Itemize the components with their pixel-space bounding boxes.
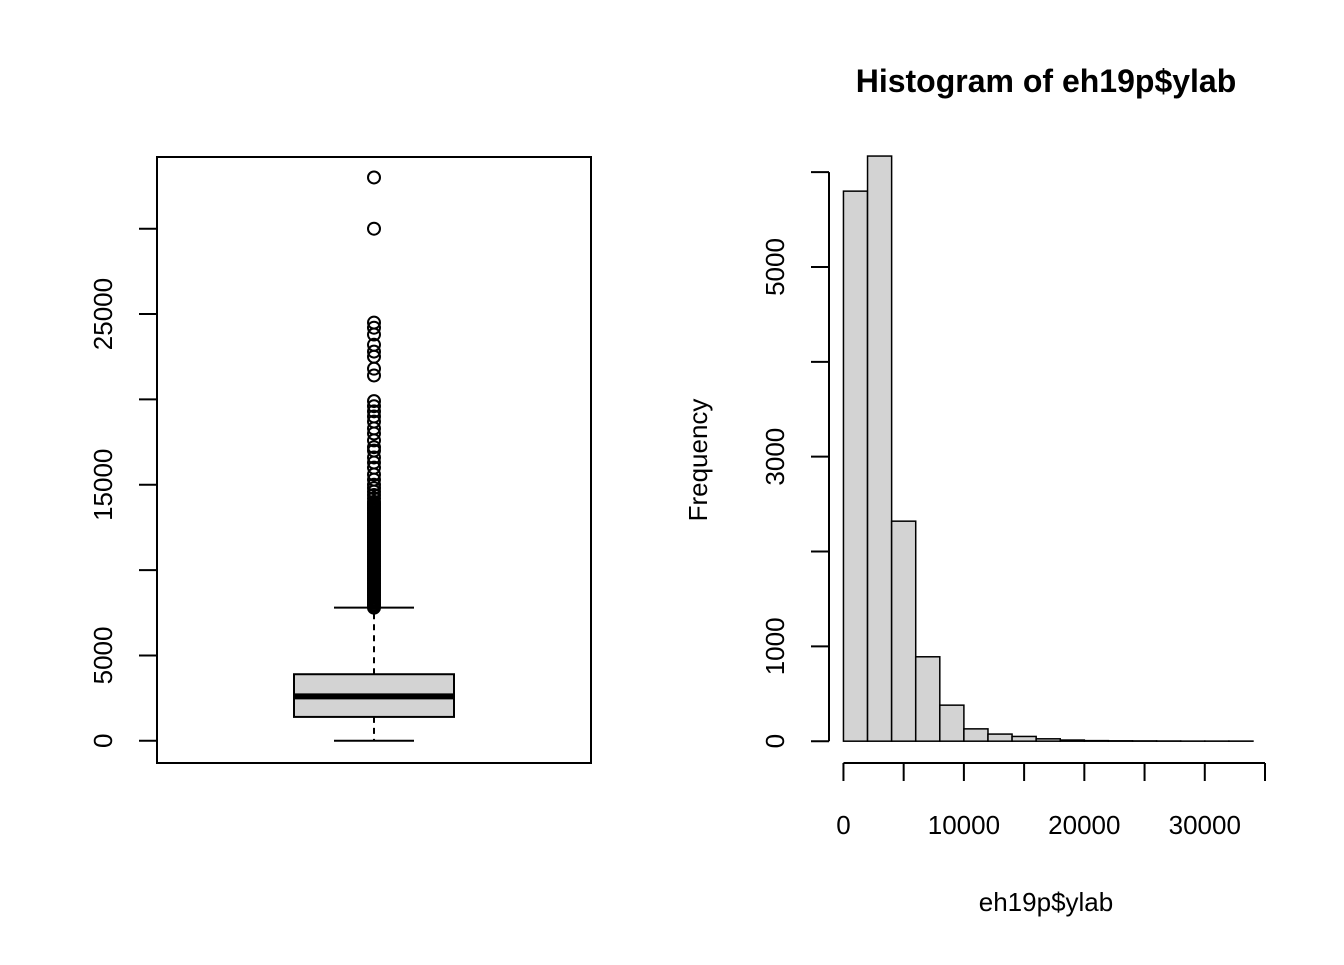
- boxplot-y-tick-label: 25000: [88, 278, 118, 350]
- boxplot-panel: 0 5000 15000 25000: [88, 157, 591, 763]
- histogram-bar: [1036, 739, 1060, 741]
- histogram-x-tick-label: 20000: [1048, 810, 1120, 840]
- histogram-y-tick-label: 3000: [760, 428, 790, 486]
- histogram-bar: [988, 734, 1012, 741]
- histogram-bar: [1012, 736, 1036, 741]
- histogram-y-tick-label: 1000: [760, 617, 790, 675]
- histogram-bar: [1060, 740, 1084, 741]
- histogram-x-tick-label: 0: [836, 810, 850, 840]
- histogram-panel: Histogram of eh19p$ylab eh19p$ylab Frequ…: [683, 63, 1265, 917]
- boxplot-y-tick-label: 0: [88, 734, 118, 748]
- histogram-bar: [940, 705, 964, 741]
- histogram-bar: [868, 156, 892, 741]
- histogram-y-axis-label: Frequency: [683, 399, 713, 522]
- histogram-bar: [843, 191, 867, 741]
- histogram-x-tick-label: 30000: [1169, 810, 1241, 840]
- boxplot-outlier-point: [368, 223, 380, 235]
- histogram-bar: [892, 521, 916, 741]
- histogram-x-axis-label: eh19p$ylab: [979, 887, 1113, 917]
- histogram-bar: [964, 729, 988, 741]
- histogram-title: Histogram of eh19p$ylab: [856, 63, 1237, 99]
- boxplot-y-tick-label: 15000: [88, 449, 118, 521]
- histogram-bar: [916, 657, 940, 741]
- histogram-bar: [1084, 741, 1108, 742]
- boxplot-y-tick-label: 5000: [88, 627, 118, 685]
- histogram-y-tick-label: 5000: [760, 238, 790, 296]
- histogram-y-tick-label: 0: [760, 734, 790, 748]
- boxplot-outlier-point: [368, 171, 380, 183]
- histogram-x-tick-label: 10000: [928, 810, 1000, 840]
